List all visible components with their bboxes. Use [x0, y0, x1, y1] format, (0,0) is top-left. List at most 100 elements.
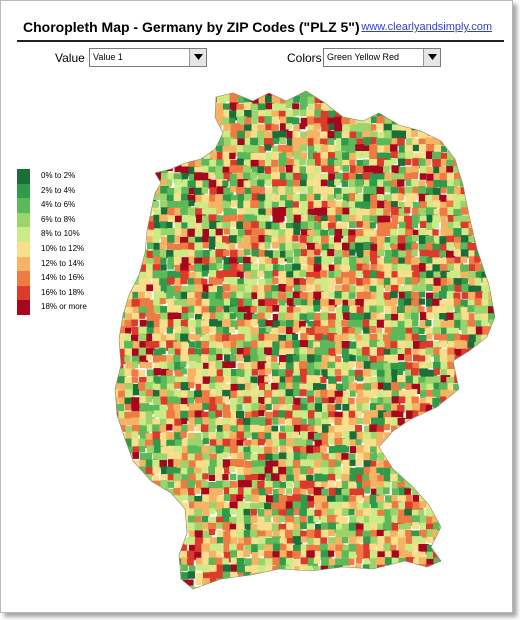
website-link[interactable]: www.clearlyandsimply.com	[361, 21, 492, 33]
zip-area	[194, 187, 205, 198]
zip-area	[223, 375, 231, 383]
zip-area	[342, 586, 353, 589]
zip-area	[404, 453, 415, 463]
zip-area	[335, 312, 343, 320]
zip-area	[271, 389, 283, 400]
zip-area	[362, 123, 373, 134]
zip-area	[264, 446, 273, 455]
zip-area	[314, 95, 322, 103]
zip-area	[363, 578, 373, 588]
zip-area	[433, 333, 441, 340]
zip-area	[355, 509, 364, 518]
zip-area	[194, 291, 206, 303]
zip-area	[264, 466, 276, 478]
zip-area	[188, 361, 197, 369]
zip-area	[460, 361, 469, 370]
zip-area	[152, 466, 160, 474]
zip-area	[474, 250, 482, 258]
zip-area	[215, 410, 223, 417]
zip-area	[174, 235, 183, 244]
colors-dropdown-button[interactable]	[423, 49, 440, 66]
zip-area	[194, 453, 205, 465]
zip-area	[307, 481, 317, 490]
zip-area	[132, 545, 140, 553]
zip-area	[285, 235, 294, 243]
zip-area	[440, 201, 448, 209]
zip-area	[217, 425, 226, 434]
zip-area	[391, 103, 400, 112]
zip-area	[376, 271, 385, 280]
zip-area	[265, 530, 273, 538]
zip-area	[117, 200, 129, 212]
zip-area	[454, 536, 463, 546]
zip-area	[488, 158, 495, 165]
zip-area	[433, 341, 440, 348]
zip-area	[166, 285, 178, 296]
zip-area	[363, 515, 374, 526]
colors-dropdown[interactable]: Green Yellow Red	[323, 48, 441, 67]
zip-area	[440, 509, 451, 519]
zip-area	[132, 102, 140, 110]
zip-area	[132, 137, 144, 149]
zip-area	[362, 474, 372, 485]
zip-area	[306, 579, 316, 589]
value-dropdown-button[interactable]	[189, 49, 206, 66]
zip-area	[364, 284, 371, 291]
zip-area	[460, 144, 471, 155]
zip-area	[446, 608, 453, 609]
zip-area	[461, 110, 469, 118]
zip-area	[264, 298, 274, 308]
zip-area	[271, 201, 279, 209]
zip-area	[363, 270, 374, 281]
zip-area	[132, 515, 141, 525]
zip-area	[139, 425, 148, 434]
zip-area	[222, 452, 229, 459]
zip-area	[306, 193, 315, 202]
zip-area	[397, 263, 407, 273]
zip-area	[139, 285, 147, 293]
zip-area	[153, 91, 164, 101]
zip-area	[327, 404, 336, 413]
zip-area	[237, 362, 246, 372]
zip-area	[117, 236, 126, 245]
zip-area	[383, 208, 391, 216]
zip-area	[209, 516, 217, 524]
zip-area	[159, 565, 167, 573]
zip-area	[349, 390, 356, 397]
zip-area	[117, 109, 124, 116]
zip-area	[117, 151, 125, 159]
zip-area	[307, 410, 317, 419]
zip-area	[384, 601, 393, 609]
zip-area	[115, 292, 119, 301]
zip-area	[160, 130, 169, 139]
zip-area	[390, 201, 398, 209]
zip-area	[419, 256, 429, 265]
zip-area	[237, 138, 247, 148]
zip-area	[230, 403, 240, 413]
zip-area	[300, 578, 309, 586]
zip-area	[131, 91, 142, 99]
zip-area	[404, 291, 413, 300]
zip-area	[348, 235, 356, 243]
zip-area	[300, 96, 311, 107]
zip-area	[194, 257, 203, 267]
zip-area	[279, 305, 290, 316]
zip-area	[433, 144, 442, 153]
zip-area	[433, 271, 441, 279]
zip-area	[432, 215, 440, 223]
zip-area	[139, 319, 147, 327]
zip-area	[299, 186, 307, 194]
zip-area	[362, 368, 372, 378]
zip-area	[124, 307, 135, 317]
zip-area	[425, 235, 437, 247]
zip-area	[250, 137, 260, 148]
zip-area	[243, 362, 254, 372]
zip-area	[160, 494, 170, 504]
zip-area	[320, 529, 330, 538]
zip-area	[391, 375, 402, 386]
zip-area	[328, 173, 337, 182]
zip-area	[446, 403, 453, 410]
value-dropdown[interactable]: Value 1	[89, 48, 207, 67]
zip-area	[482, 543, 493, 555]
zip-area	[195, 117, 206, 128]
